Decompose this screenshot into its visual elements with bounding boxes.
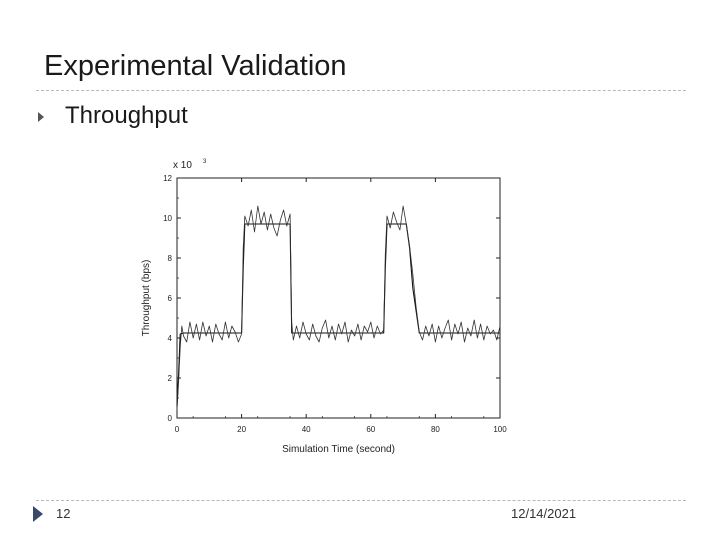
x-axis-label: Simulation Time (second) [282,444,395,455]
x-tick-label: 40 [302,425,311,434]
y-tick-label: 4 [168,334,173,343]
y-axis-label: Throughput (bps) [141,260,152,337]
plot-frame [176,177,501,419]
footer-date: 12/14/2021 [511,506,577,521]
y-tick-label: 0 [168,414,173,423]
series-line-instant [176,205,501,411]
x-tick-label: 0 [175,425,180,434]
y-multiplier-exponent: 3 [203,159,207,165]
footer-divider [36,500,686,501]
title-divider [36,90,686,91]
y-tick-label: 2 [168,374,173,383]
x-tick-label: 80 [431,425,440,434]
y-tick-label: 10 [163,214,172,223]
x-tick-label: 60 [366,425,375,434]
bullet-arrow-icon [36,112,46,122]
y-multiplier-label: x 10 [173,160,192,171]
series-line-average [176,223,500,407]
y-tick-label: 6 [168,294,173,303]
y-tick-label: 8 [168,254,173,263]
bullet-text: Throughput [65,102,188,129]
footer-arrow-icon [33,506,43,522]
slide-title: Experimental Validation [44,50,347,82]
page-number: 12 [56,506,71,521]
bullet-item: Throughput [36,102,188,130]
y-tick-label: 12 [163,174,172,183]
throughput-chart: 0 20 40 60 80 100 0 2 4 6 8 10 12 Simulation Time (se… [132,152,512,460]
chart-svg: 0 20 40 60 80 100 0 2 4 6 8 10 12 Simulation Time (se… [141,159,507,455]
x-tick-label: 100 [493,425,507,434]
x-tick-label: 20 [237,425,246,434]
